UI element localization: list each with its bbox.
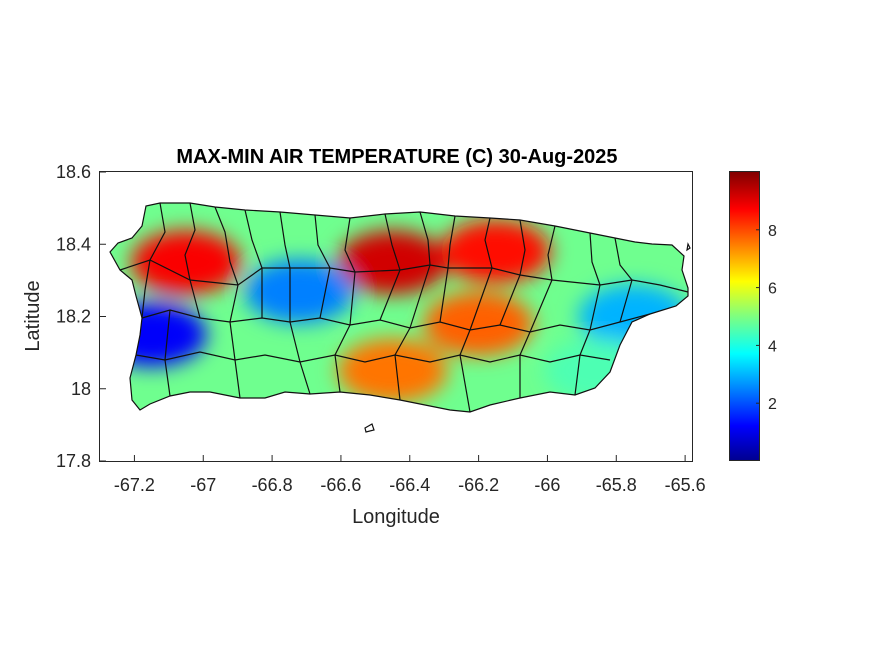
- colorbar-tick-label: 4: [768, 338, 777, 355]
- y-tick-label: 18.2: [56, 307, 91, 327]
- small-island: [364, 423, 375, 433]
- colorbar-scale: [729, 171, 760, 461]
- y-axis: 17.8 18 18.2 18.4 18.6: [56, 162, 106, 471]
- temperature-region-north-east-central: [440, 219, 551, 284]
- colorbar-tick-label: 8: [768, 223, 777, 240]
- colorbar-tick-label: 2: [768, 396, 777, 413]
- municipal-border: [135, 351, 611, 363]
- municipal-border: [141, 309, 651, 333]
- temperature-region-west-central: [244, 259, 355, 324]
- x-tick-label: -66.8: [252, 475, 293, 495]
- y-tick-label: 17.8: [56, 451, 91, 471]
- x-tick-label: -67.2: [114, 475, 155, 495]
- municipality-borders: [109, 202, 691, 433]
- temperature-region-south-central: [337, 338, 448, 403]
- municipal-border: [141, 264, 633, 333]
- x-tick-label: -66: [534, 475, 560, 495]
- temperature-region-central: [423, 291, 534, 356]
- y-tick-label: 18.4: [56, 234, 91, 254]
- x-axis-label: Longitude: [352, 506, 440, 528]
- municipal-border: [144, 202, 633, 291]
- colorbar-tick-label: 6: [768, 281, 777, 298]
- municipal-border: [119, 259, 689, 293]
- y-tick-label: 18.6: [56, 162, 91, 182]
- colorbar: 2 4 6 8: [729, 171, 777, 461]
- x-tick-label: -65.6: [665, 475, 706, 495]
- y-tick-label: 18: [71, 379, 91, 399]
- x-tick-label: -65.8: [596, 475, 637, 495]
- x-axis: -67.2 -67 -66.8 -66.6 -66.4 -66.2 -66 -65.8 -65.…: [114, 455, 706, 495]
- municipal-border: [164, 309, 591, 413]
- temperature-region-north-central: [337, 230, 448, 295]
- map-title: MAX-MIN AIR TEMPERATURE (C) 30-Aug-2025: [176, 146, 617, 168]
- temperature-field: [110, 203, 688, 412]
- x-tick-label: -66.4: [389, 475, 430, 495]
- x-tick-label: -66.6: [320, 475, 361, 495]
- x-tick-label: -67: [190, 475, 216, 495]
- small-island: [686, 242, 691, 252]
- x-tick-label: -66.2: [458, 475, 499, 495]
- y-axis-label: Latitude: [22, 280, 44, 351]
